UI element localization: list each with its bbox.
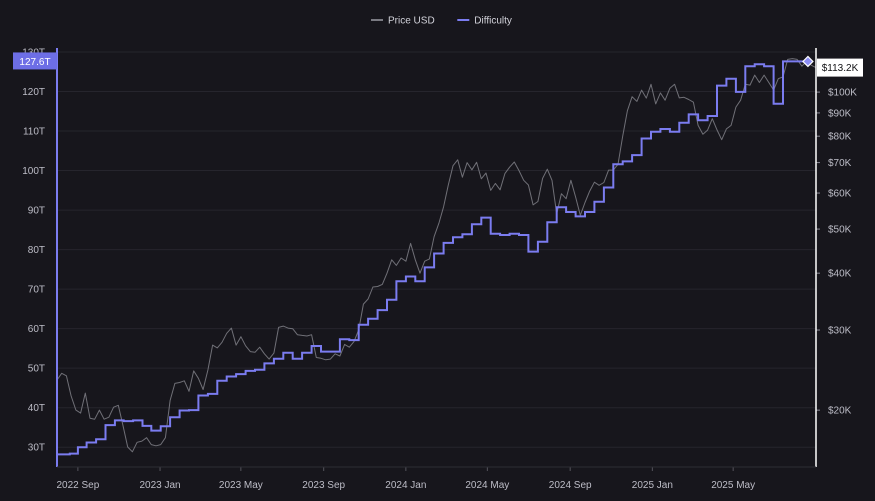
x-tick-label: 2025 Jan: [632, 480, 673, 491]
y-left-tick-label: 30T: [28, 443, 45, 454]
price-current-value: $113.2K: [822, 63, 859, 74]
y-right-tick-label: $100K: [828, 88, 857, 99]
difficulty-current-badge: [13, 52, 57, 70]
difficulty-current-value: 127.6T: [19, 57, 50, 68]
x-tick-label: 2025 May: [711, 480, 755, 491]
y-right-tick-label: $30K: [828, 326, 852, 337]
legend-item-price-usd[interactable]: Price USD: [371, 16, 435, 27]
legend-label: Price USD: [388, 16, 435, 27]
grid-layer: [57, 51, 816, 448]
y-right-tick-label: $70K: [828, 158, 852, 169]
x-tick-label: 2023 May: [219, 480, 263, 491]
y-right-tick-label: $40K: [828, 269, 852, 280]
legend-item-difficulty[interactable]: Difficulty: [457, 16, 512, 27]
price-series-layer: [56, 58, 817, 453]
y-left-tick-label: 40T: [28, 403, 45, 414]
y-right-tick-label: $90K: [828, 108, 852, 119]
y-left-tick-label: 60T: [28, 324, 45, 335]
x-tick-label: 2023 Jan: [139, 480, 180, 491]
y-left-tick-label: 120T: [22, 87, 45, 98]
y-left-tick-label: 50T: [28, 364, 45, 375]
y-left-tick-label: 100T: [22, 166, 45, 177]
y-right-tick-label: $80K: [828, 132, 852, 143]
y-right-tick-label: $60K: [828, 189, 852, 200]
y-left-tick-label: 110T: [23, 127, 45, 138]
y-left-tick-label: 90T: [28, 206, 45, 217]
current-value-badges: 127.6T $113.2K: [13, 52, 863, 77]
y-left-tick-label: 80T: [28, 245, 45, 256]
price-current-badge: [817, 58, 863, 77]
axes-layer: 30T40T50T60T70T80T90T100T110T120T130T$20…: [22, 47, 857, 491]
y-left-tick-label: 70T: [28, 285, 45, 296]
difficulty-step-line: [57, 60, 808, 456]
y-right-tick-label: $20K: [828, 406, 852, 417]
difficulty-series-layer: [57, 55, 814, 456]
x-tick-label: 2024 Sep: [549, 480, 592, 491]
difficulty-end-marker: [802, 55, 814, 68]
y-right-tick-label: $50K: [828, 225, 852, 236]
price-usd-line: [56, 58, 817, 453]
legend-label: Difficulty: [474, 16, 512, 27]
x-tick-label: 2024 May: [465, 480, 509, 491]
legend[interactable]: Price USD Difficulty: [371, 16, 512, 27]
x-tick-label: 2022 Sep: [56, 480, 99, 491]
x-tick-label: 2023 Sep: [302, 480, 345, 491]
x-tick-label: 2024 Jan: [385, 480, 426, 491]
